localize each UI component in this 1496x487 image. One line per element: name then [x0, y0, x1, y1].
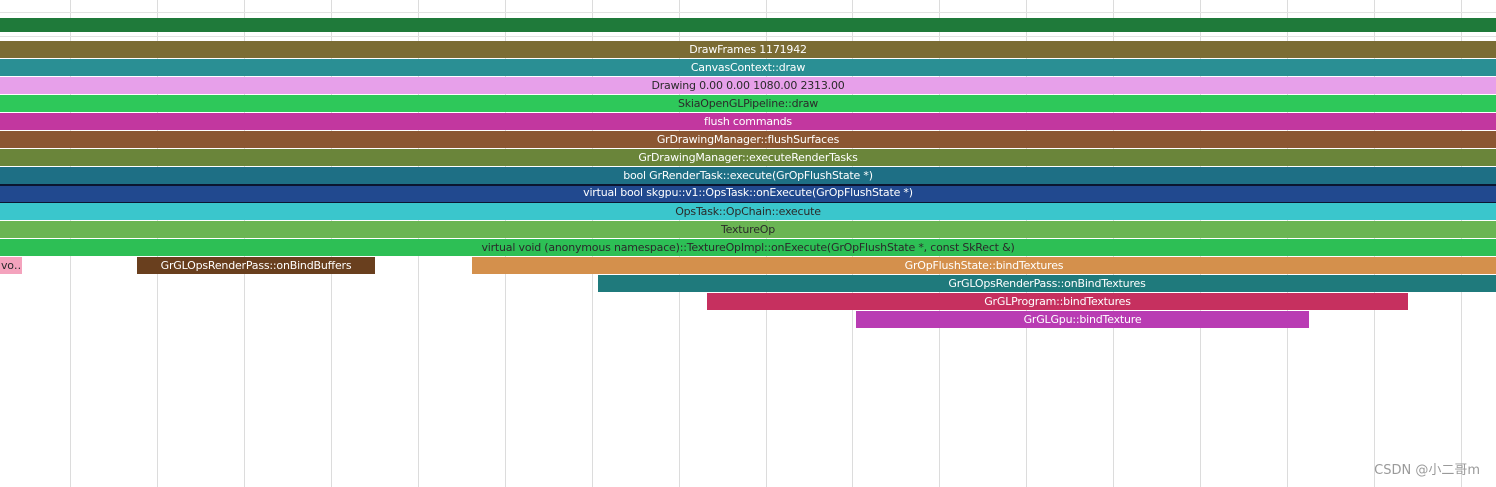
watermark: CSDN @小二哥m	[1374, 463, 1480, 478]
slice-execute-render-tasks[interactable]: GrDrawingManager::executeRenderTasks	[0, 149, 1496, 166]
slice-textureopimpl-onexecute[interactable]: virtual void (anonymous namespace)::Text…	[0, 239, 1496, 256]
slice-on-bind-textures[interactable]: GrGLOpsRenderPass::onBindTextures	[598, 275, 1496, 292]
slice-drawframes[interactable]: DrawFrames 1171942	[0, 41, 1496, 58]
track-separator	[0, 12, 1496, 13]
slice-flush-commands[interactable]: flush commands	[0, 113, 1496, 130]
slice-truncated[interactable]: vo…	[0, 257, 22, 274]
thread-state-band[interactable]	[0, 18, 1496, 32]
slice-opchain-execute[interactable]: OpsTask::OpChain::execute	[0, 203, 1496, 220]
slice-drawing[interactable]: Drawing 0.00 0.00 1080.00 2313.00	[0, 77, 1496, 94]
slice-glprogram-bind-textures[interactable]: GrGLProgram::bindTextures	[707, 293, 1408, 310]
slice-on-bind-buffers[interactable]: GrGLOpsRenderPass::onBindBuffers	[137, 257, 375, 274]
slice-canvascontext-draw[interactable]: CanvasContext::draw	[0, 59, 1496, 76]
slice-opstask-onexecute[interactable]: virtual bool skgpu::v1::OpsTask::onExecu…	[0, 184, 1496, 204]
slice-bind-textures-flushstate[interactable]: GrOpFlushState::bindTextures	[472, 257, 1496, 274]
slice-flush-surfaces[interactable]: GrDrawingManager::flushSurfaces	[0, 131, 1496, 148]
slice-glgpu-bind-texture[interactable]: GrGLGpu::bindTexture	[856, 311, 1309, 328]
slice-skiaopengl-pipeline-draw[interactable]: SkiaOpenGLPipeline::draw	[0, 95, 1496, 112]
slice-textureop[interactable]: TextureOp	[0, 221, 1496, 238]
slice-render-task-execute[interactable]: bool GrRenderTask::execute(GrOpFlushStat…	[0, 167, 1496, 184]
track-separator	[0, 36, 1496, 37]
